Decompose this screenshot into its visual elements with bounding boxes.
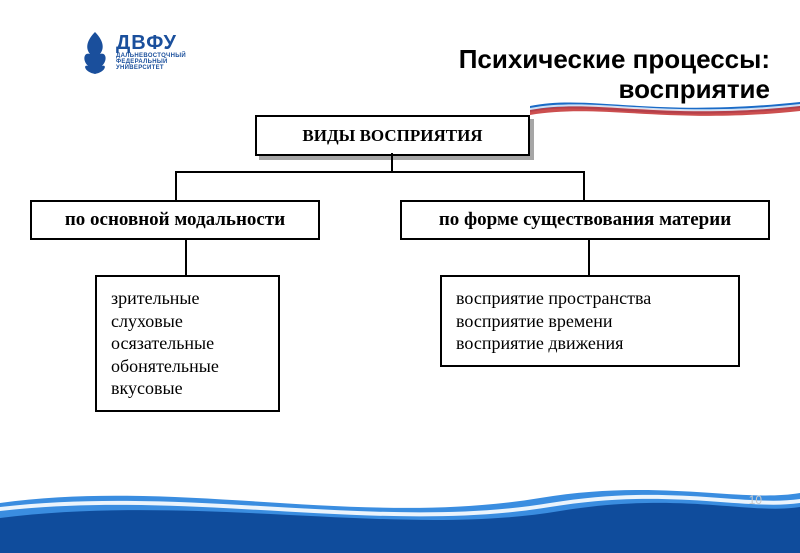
leaf-item: слуховые [111,310,264,333]
tree-leaf-modality: зрительные слуховые осязательные обоняте… [95,275,280,412]
slide-title-line2: восприятие [459,75,770,105]
logo: ДВФУ Дальневосточный Федеральный Универс… [80,30,186,74]
connector [185,238,187,275]
slide-title-line1: Психические процессы: [459,45,770,75]
leaf-item: вкусовые [111,377,264,400]
connector [175,171,585,173]
leaf-item: восприятие движения [456,332,724,355]
connector [588,238,590,275]
connector [583,171,585,200]
tree-branch-matter: по форме существования материи [400,200,770,240]
leaf-item: восприятие пространства [456,287,724,310]
tree-root: ВИДЫ ВОСПРИЯТИЯ [255,115,530,156]
flame-icon [80,30,110,74]
logo-line3: Университет [116,65,186,71]
page-number: 10 [749,493,762,507]
leaf-item: зрительные [111,287,264,310]
leaf-item: обонятельные [111,355,264,378]
perception-tree-diagram: ВИДЫ ВОСПРИЯТИЯ по основной модальности … [0,115,800,435]
footer-wave-icon [0,473,800,553]
tree-branch-modality: по основной модальности [30,200,320,240]
logo-acronym: ДВФУ [116,33,186,53]
leaf-item: осязательные [111,332,264,355]
logo-text: ДВФУ Дальневосточный Федеральный Универс… [116,33,186,71]
slide-title: Психические процессы: восприятие [459,45,770,105]
leaf-item: восприятие времени [456,310,724,333]
connector [175,171,177,200]
tree-leaf-matter: восприятие пространства восприятие време… [440,275,740,367]
connector [391,153,393,171]
